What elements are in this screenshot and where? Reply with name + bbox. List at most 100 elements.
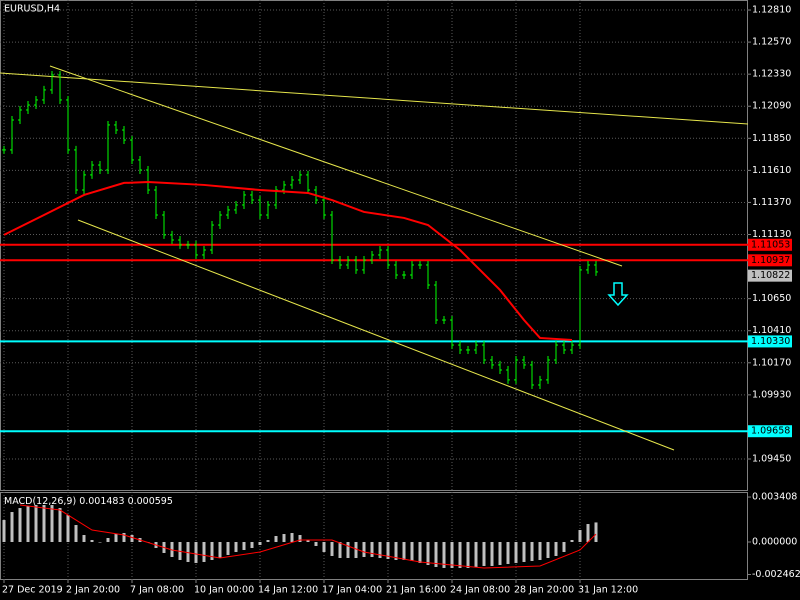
level-tag xyxy=(748,254,792,267)
macd-bar xyxy=(322,542,326,552)
price-bar xyxy=(74,145,78,195)
macd-bar xyxy=(2,520,6,543)
x-tick-label: 27 Dec 2019 xyxy=(2,585,63,596)
price-bar xyxy=(546,355,550,384)
macd-bar xyxy=(346,542,350,558)
price-bar xyxy=(554,341,558,364)
price-bar xyxy=(578,265,582,350)
price-bar xyxy=(394,260,398,279)
macd-label: MACD(12,26,9) 0.001483 0.000595 xyxy=(4,496,173,507)
level-label: 1.10937 xyxy=(751,255,790,266)
level-label: 1.10330 xyxy=(751,336,790,347)
price-bar xyxy=(466,345,470,354)
price-bar xyxy=(586,260,590,274)
macd-bar xyxy=(186,542,190,562)
price-bar xyxy=(250,190,254,205)
macd-bar xyxy=(106,538,110,543)
price-bar xyxy=(2,145,6,154)
macd-bar xyxy=(18,508,22,543)
level-label: 1.09658 xyxy=(751,426,790,437)
macd-bar xyxy=(250,542,254,548)
macd-bar xyxy=(402,542,406,560)
macd-bar xyxy=(210,542,214,560)
macd-bar xyxy=(482,542,486,566)
macd-bar xyxy=(114,534,118,543)
price-bar xyxy=(26,101,30,114)
price-bar xyxy=(538,375,542,389)
macd-bar xyxy=(306,540,310,543)
price-bar xyxy=(154,186,158,220)
y-tick-label: 1.12570 xyxy=(752,37,791,48)
macd-bar xyxy=(554,542,558,556)
macd-bar xyxy=(130,535,134,543)
macd-bar xyxy=(242,542,246,550)
y-tick-label: 1.10410 xyxy=(752,325,791,336)
macd-y-tick-label: -0.002462 xyxy=(752,569,800,580)
macd-bar xyxy=(34,505,38,543)
macd-bar xyxy=(10,512,14,543)
price-bar xyxy=(10,115,14,154)
x-tick-label: 21 Jan 16:00 xyxy=(386,585,446,596)
price-bar xyxy=(146,165,150,195)
price-bar xyxy=(98,161,102,174)
y-tick-label: 1.09450 xyxy=(752,453,791,464)
macd-bar xyxy=(410,542,414,561)
price-bar xyxy=(362,256,366,274)
macd-bar xyxy=(498,542,502,565)
macd-bar xyxy=(50,505,54,543)
price-bar xyxy=(434,281,438,325)
x-tick-label: 10 Jan 00:00 xyxy=(194,585,254,596)
x-tick-label: 24 Jan 08:00 xyxy=(450,585,510,596)
macd-bar xyxy=(90,540,94,543)
price-bar xyxy=(570,341,574,354)
price-bar xyxy=(258,196,262,220)
macd-bar xyxy=(378,542,382,558)
macd-bar xyxy=(66,515,70,543)
macd-bar xyxy=(434,542,438,567)
macd-bar xyxy=(570,540,574,543)
macd-bar xyxy=(370,542,374,557)
grid xyxy=(0,0,748,580)
price-bar xyxy=(82,170,86,195)
x-tick-label: 7 Jan 08:00 xyxy=(130,585,184,596)
price-bar xyxy=(202,246,206,259)
price-bar xyxy=(218,211,222,230)
macd-bar xyxy=(274,536,278,543)
price-bar xyxy=(226,205,230,220)
macd-bar xyxy=(74,525,78,543)
macd-bar xyxy=(490,542,494,566)
price-bar xyxy=(186,240,190,249)
price-bar xyxy=(114,120,118,135)
price-bar xyxy=(306,170,310,195)
chart-title: EURUSD,H4 xyxy=(4,4,60,15)
macd-bar xyxy=(42,505,46,543)
price-bar xyxy=(170,230,174,244)
channel-lower xyxy=(77,219,675,451)
macd-bar xyxy=(354,542,358,558)
price-bar xyxy=(506,366,510,384)
price-bar xyxy=(34,95,38,110)
macd-pane-frame xyxy=(0,492,748,580)
price-bar xyxy=(234,200,238,214)
x-tick-label: 31 Jan 12:00 xyxy=(578,585,638,596)
price-bar xyxy=(106,120,110,174)
y-tick-label: 1.12810 xyxy=(752,5,791,16)
level-tag xyxy=(748,425,792,438)
macd-bar xyxy=(26,506,30,543)
macd-name: MACD(12,26,9) xyxy=(4,496,76,507)
macd-bar xyxy=(426,542,430,565)
x-tick-label: 28 Jan 20:00 xyxy=(514,585,574,596)
price-bar xyxy=(162,211,166,239)
macd-bar xyxy=(522,542,526,562)
macd-bar xyxy=(290,533,294,543)
price-bar xyxy=(498,360,502,375)
macd-bar xyxy=(562,542,566,552)
macd-bar xyxy=(450,542,454,568)
price-bar xyxy=(122,126,126,145)
macd-bar xyxy=(338,542,342,558)
macd-bar xyxy=(202,542,206,562)
price-bar xyxy=(530,360,534,389)
macd-bar xyxy=(82,535,86,543)
macd-bar xyxy=(258,542,262,545)
